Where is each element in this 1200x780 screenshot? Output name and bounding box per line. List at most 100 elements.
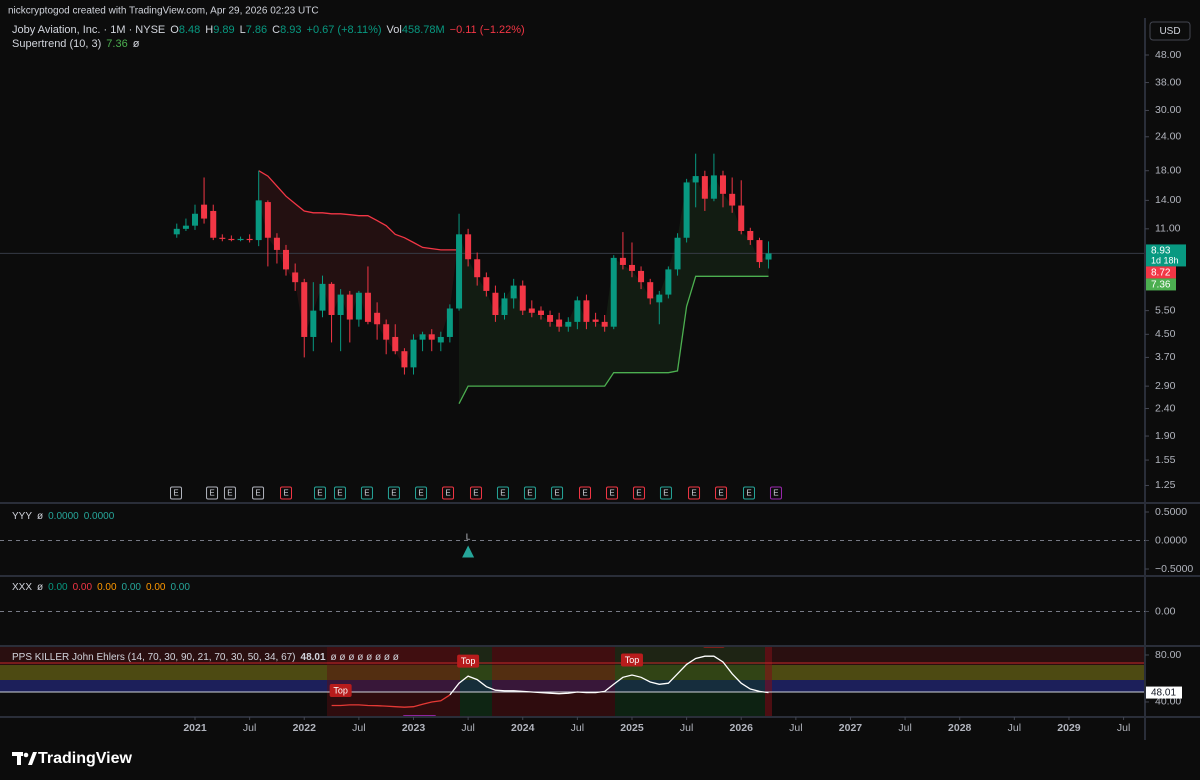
pane-symbol: ø: [37, 511, 43, 522]
earnings-marker: [223, 486, 236, 500]
candle-body: [210, 210, 217, 238]
candle-body: [674, 237, 681, 270]
x-tick-label: Jul: [789, 722, 802, 734]
x-tick-label: 2025: [620, 722, 644, 734]
pane-legend: XXX ø 0.00 0.00 0.00 0.00 0.00 0.00: [12, 582, 190, 593]
x-tick-label: 2024: [511, 722, 535, 734]
earnings-label: E: [746, 489, 751, 498]
main-pane: [0, 153, 1145, 404]
x-tick-label: Jul: [680, 722, 693, 734]
pane-symbols: ø ø ø ø ø ø ø ø: [331, 652, 399, 663]
earnings-marker: [252, 486, 265, 500]
y-tick-label: 2.90: [1155, 380, 1176, 392]
candle-body: [537, 310, 544, 315]
candle-body: [719, 175, 726, 194]
earnings-label: E: [773, 489, 778, 498]
candle-body: [729, 193, 736, 206]
candle-body: [592, 319, 599, 322]
earnings-label: E: [500, 489, 505, 498]
y-tick-label: 48.00: [1155, 49, 1181, 61]
legend-value: 458.78M: [402, 24, 445, 36]
pane-readout: 0.00: [170, 582, 190, 593]
candle-body: [574, 300, 581, 322]
candle-body: [456, 234, 463, 309]
x-tick-label: 2022: [293, 722, 317, 734]
candle-body: [446, 308, 453, 337]
credit: nickcryptogod created with TradingView.c…: [8, 6, 319, 17]
legend: Joby Aviation, Inc. · 1M · NYSE O8.48 H9.8…: [12, 24, 525, 36]
earnings-marker: [688, 486, 701, 500]
series-line: [449, 655, 769, 696]
candle-body: [474, 259, 481, 278]
earnings-label: E: [364, 489, 369, 498]
x-tick-label: Jul: [898, 722, 911, 734]
signal-label: L: [466, 533, 471, 542]
earnings-label: E: [283, 489, 288, 498]
candle-body: [374, 312, 381, 325]
candle-body: [428, 334, 435, 340]
pane-legend: PPS KILLER John Ehlers (14, 70, 30, 90, …: [12, 652, 399, 663]
earnings-label: E: [391, 489, 396, 498]
pane-legend: YYY ø 0.0000 0.0000: [12, 511, 115, 522]
earnings-marker: [469, 486, 482, 500]
candle-body: [528, 308, 535, 313]
y-tick-label: 80.00: [1155, 649, 1181, 661]
candle-body: [647, 282, 654, 299]
signal-marker: [462, 545, 475, 558]
candle-body: [273, 237, 280, 250]
x-tick-label: 2027: [839, 722, 863, 734]
pane-value: 48.01: [301, 652, 326, 663]
candle-body: [292, 272, 299, 283]
earnings-marker: [632, 486, 645, 500]
earnings-marker: [715, 486, 728, 500]
earnings-marker: [415, 486, 428, 500]
pane-readout: 0.00: [146, 582, 166, 593]
value-tag: [1146, 686, 1182, 699]
brand: TradingView: [38, 750, 133, 767]
pps-pane: TopTopTopTopBottom: [329, 647, 769, 716]
indicator-legend: Supertrend (10, 3) 7.36 ø: [12, 38, 140, 50]
pane-readout: 0.0000: [48, 511, 79, 522]
currency-button[interactable]: [1149, 21, 1191, 41]
candle-body: [346, 294, 353, 320]
earnings-label: E: [337, 489, 342, 498]
earnings-marker: [442, 486, 455, 500]
candle-body: [765, 253, 772, 260]
y-tick-label: 0.0000: [1155, 534, 1187, 546]
price-tag-label: 8.72: [1151, 268, 1171, 279]
indicator-value: 7.36: [106, 38, 127, 50]
earnings-marker: [313, 486, 326, 500]
series-line: [258, 170, 459, 251]
earnings-marker: [742, 486, 755, 500]
candle-body: [756, 240, 763, 263]
earnings-marker: [280, 486, 293, 500]
legend-key: C: [272, 24, 280, 36]
earnings-marker: [496, 486, 509, 500]
earnings-label: E: [209, 489, 214, 498]
legend-title: Joby Aviation, Inc. · 1M · NYSE: [12, 24, 165, 36]
x-tick-label: Jul: [352, 722, 365, 734]
earnings-label: E: [227, 489, 232, 498]
earnings-marker: [659, 486, 672, 500]
earnings-marker: [579, 486, 592, 500]
x-tick-label: Jul: [243, 722, 256, 734]
x-tick-label: 2028: [948, 722, 972, 734]
price-tag: [1146, 266, 1176, 279]
earnings-label: E: [173, 489, 178, 498]
earnings-label: E: [636, 489, 641, 498]
countdown-label: 1d 18h: [1151, 255, 1179, 265]
candle-body: [610, 257, 617, 327]
candle-body: [665, 269, 672, 295]
candle-body: [628, 264, 635, 271]
candle-body: [401, 351, 408, 368]
pane-title: PPS KILLER John Ehlers (14, 70, 30, 90, …: [12, 652, 296, 663]
currency[interactable]: USD: [1159, 26, 1180, 37]
candle-body: [437, 336, 444, 343]
legend-key: O: [170, 24, 179, 36]
pane-readout: 0.00: [48, 582, 68, 593]
candle-body: [328, 283, 335, 315]
candle-body: [237, 238, 244, 241]
y-tick-label: 5.50: [1155, 304, 1176, 316]
y-tick-label: 0.5000: [1155, 506, 1187, 518]
